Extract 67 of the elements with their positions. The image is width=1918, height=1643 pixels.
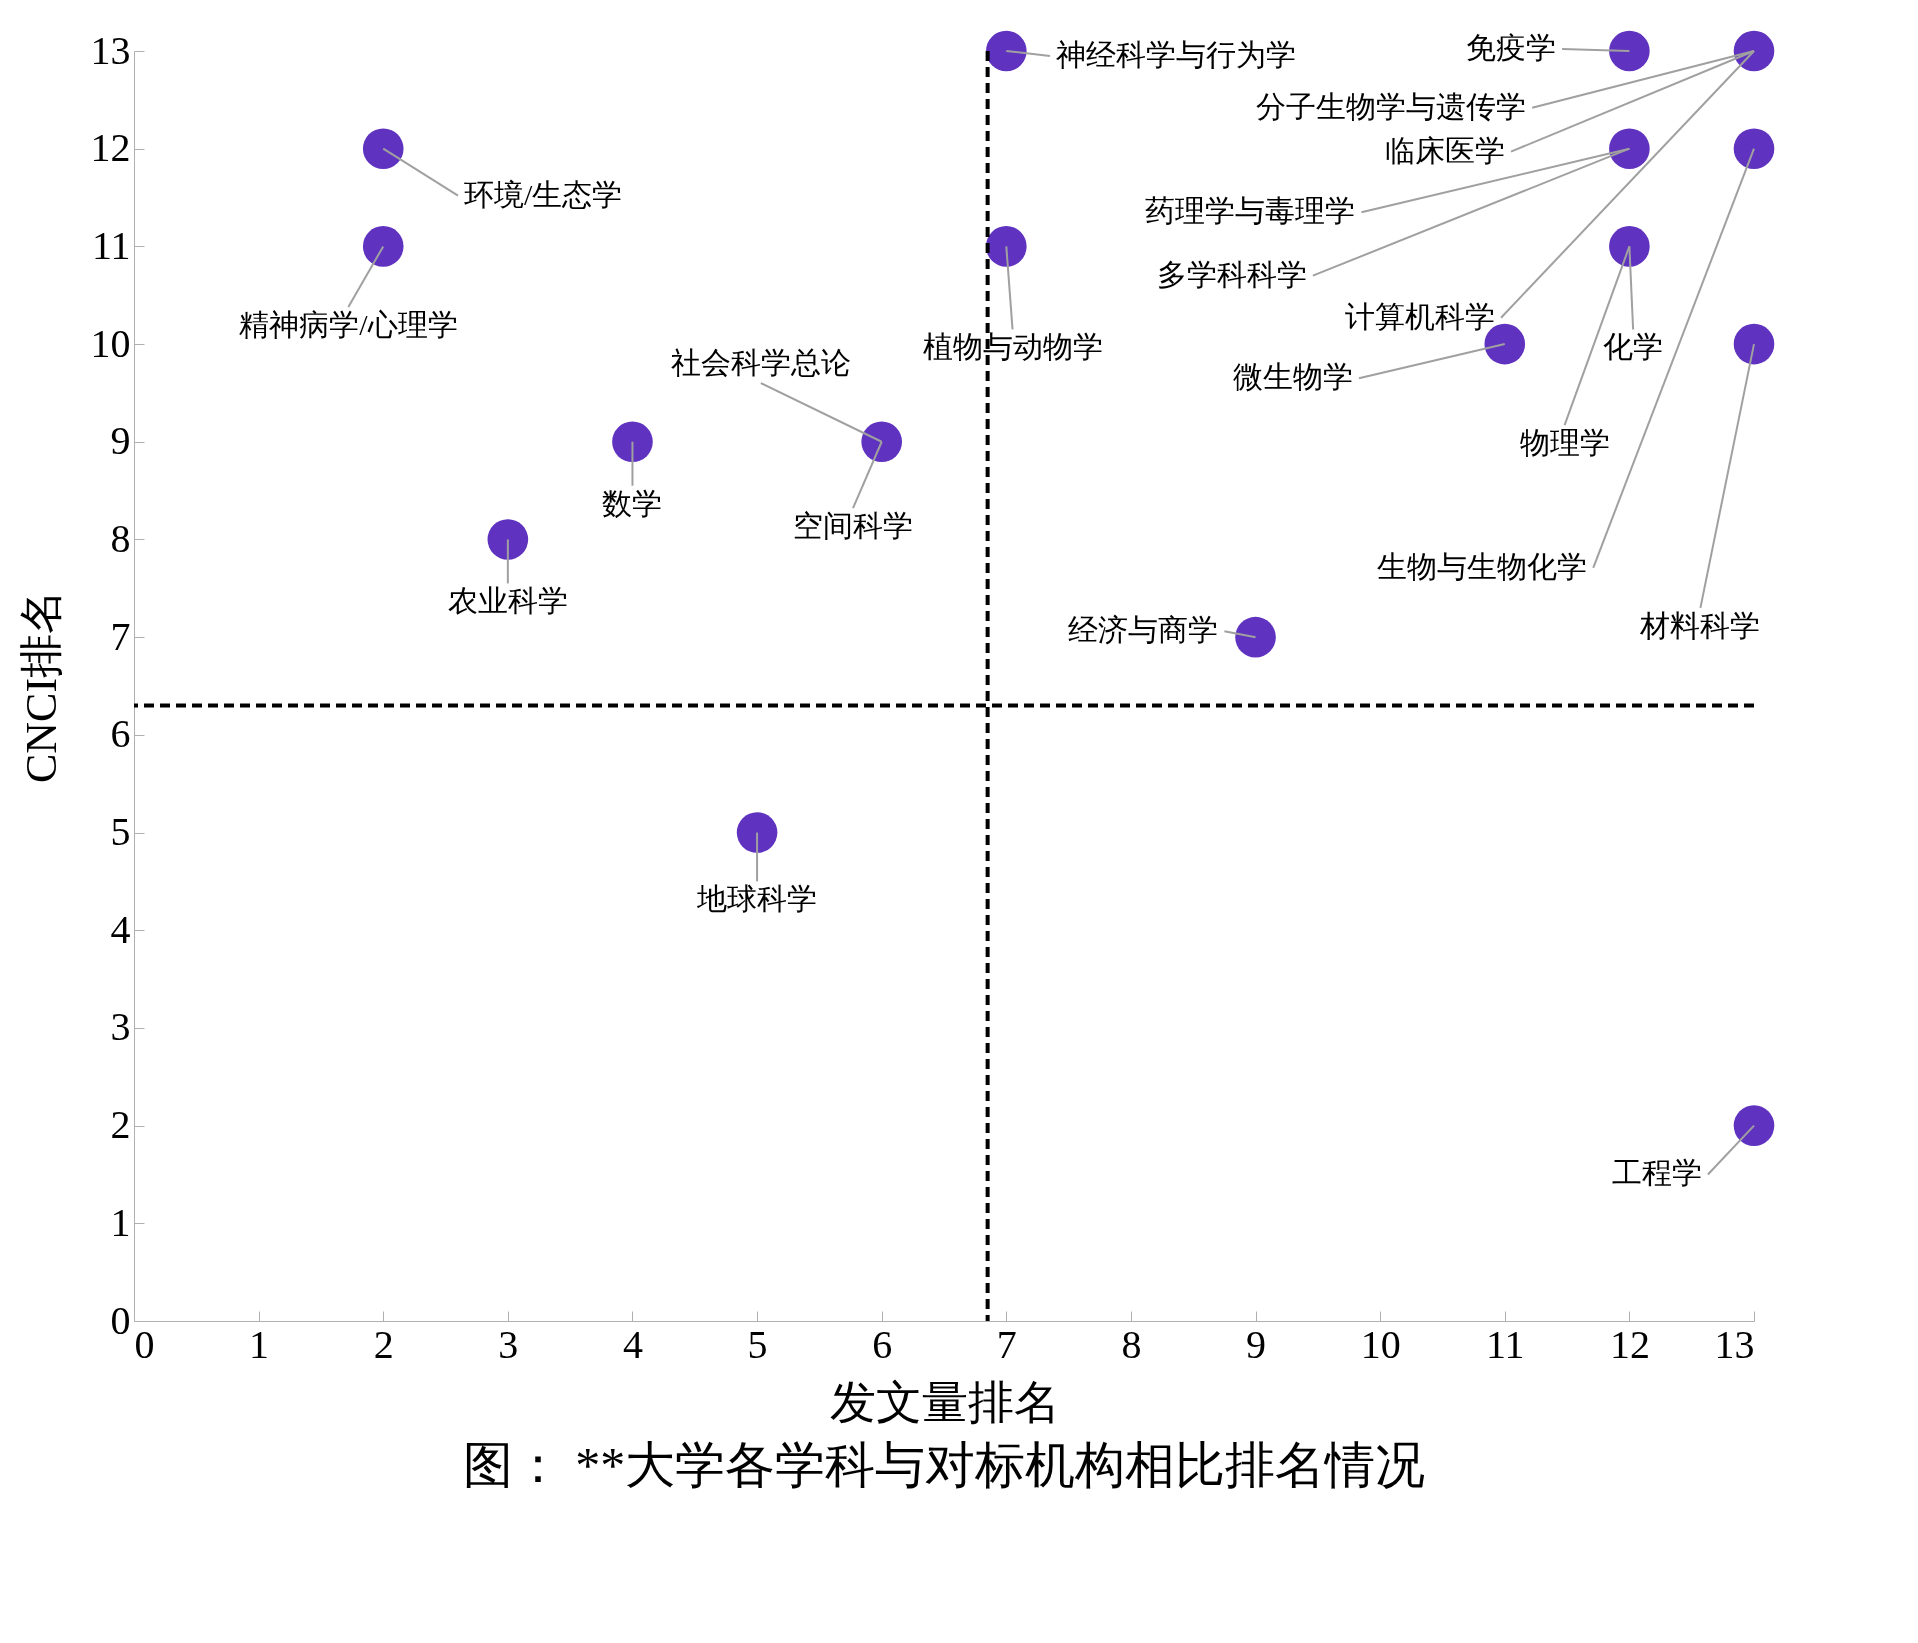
annotation: 临床医学 (1385, 133, 1505, 167)
point (1733, 128, 1775, 169)
y-tick-label: 7 (110, 613, 131, 659)
annotation: 植物与动物学 (922, 330, 1103, 364)
annotation: 神经科学与行为学 (1055, 37, 1296, 71)
annotation: 计算机科学 (1345, 299, 1496, 333)
point (362, 226, 404, 267)
x-tick-label: 12 (1609, 1321, 1650, 1367)
annotation: 化学 (1603, 330, 1664, 364)
annotation: 数学 (602, 486, 663, 520)
annotation: 精神病学/心理学 (239, 307, 458, 341)
annotation: 社会科学总论 (670, 346, 851, 380)
point (1733, 30, 1775, 72)
y-tick-label: 12 (90, 125, 131, 171)
x-tick-label: 2 (373, 1321, 394, 1367)
y-tick-label: 11 (91, 222, 131, 268)
point (1609, 128, 1650, 169)
point (1235, 616, 1276, 658)
annotation: 物理学 (1519, 426, 1610, 460)
point (487, 519, 529, 560)
y-tick-label: 4 (110, 906, 131, 952)
x-tick-label: 9 (1246, 1321, 1267, 1367)
point (1609, 30, 1650, 72)
point (986, 226, 1027, 267)
x-axis-title: 发文量排名 (829, 1376, 1060, 1428)
point (1733, 323, 1775, 365)
point (612, 421, 653, 463)
annotation: 生物与生物化学 (1377, 549, 1588, 583)
text: 图： **大学各学科与对标机构相比排名情况 (462, 1437, 1426, 1493)
point (1733, 1105, 1775, 1146)
y-tick-label: 3 (110, 1004, 131, 1050)
point (861, 421, 902, 463)
point (736, 812, 778, 853)
point (986, 30, 1027, 72)
point (362, 128, 404, 169)
x-tick-label: 8 (1121, 1321, 1142, 1367)
x-tick-label: 1 (249, 1321, 270, 1367)
x-tick-label: 11 (1486, 1321, 1525, 1367)
annotation: 药理学与毒理学 (1145, 194, 1356, 228)
y-tick-label: 5 (110, 809, 131, 855)
annotation: 微生物学 (1232, 360, 1353, 394)
y-tick-label: 9 (110, 418, 131, 464)
annotation: 材料科学 (1639, 608, 1761, 642)
y-axis-title: CNCI排名 (16, 589, 66, 784)
y-tick-label: 2 (110, 1102, 131, 1148)
y-tick-label: 10 (90, 320, 131, 366)
x-tick-label: 4 (622, 1321, 643, 1367)
x-tick-label: 5 (747, 1321, 768, 1367)
annotation: 地球科学 (696, 882, 818, 916)
annotation: 环境/生态学 (464, 177, 623, 211)
y-tick-label: 1 (110, 1199, 131, 1245)
annotation: 空间科学 (793, 509, 914, 543)
annotation: 免疫学 (1466, 31, 1557, 65)
y-tick-label: 13 (90, 27, 131, 73)
point (1609, 226, 1650, 267)
annotation: 工程学 (1611, 1156, 1702, 1190)
x-tick-label: 10 (1360, 1321, 1401, 1367)
annotation: 经济与商学 (1068, 613, 1219, 647)
x-tick-label: 7 (996, 1321, 1017, 1367)
y-tick-label: 6 (110, 711, 131, 757)
annotation: 多学科科学 (1156, 257, 1307, 291)
x-tick-label: 6 (872, 1321, 893, 1367)
x-tick-label: 3 (498, 1321, 519, 1367)
annotation: 农业科学 (447, 584, 568, 618)
x-tick-label: 13 (1714, 1321, 1755, 1367)
annotation: 分子生物学与遗传学 (1256, 89, 1527, 123)
y-tick-label: 8 (110, 515, 131, 561)
